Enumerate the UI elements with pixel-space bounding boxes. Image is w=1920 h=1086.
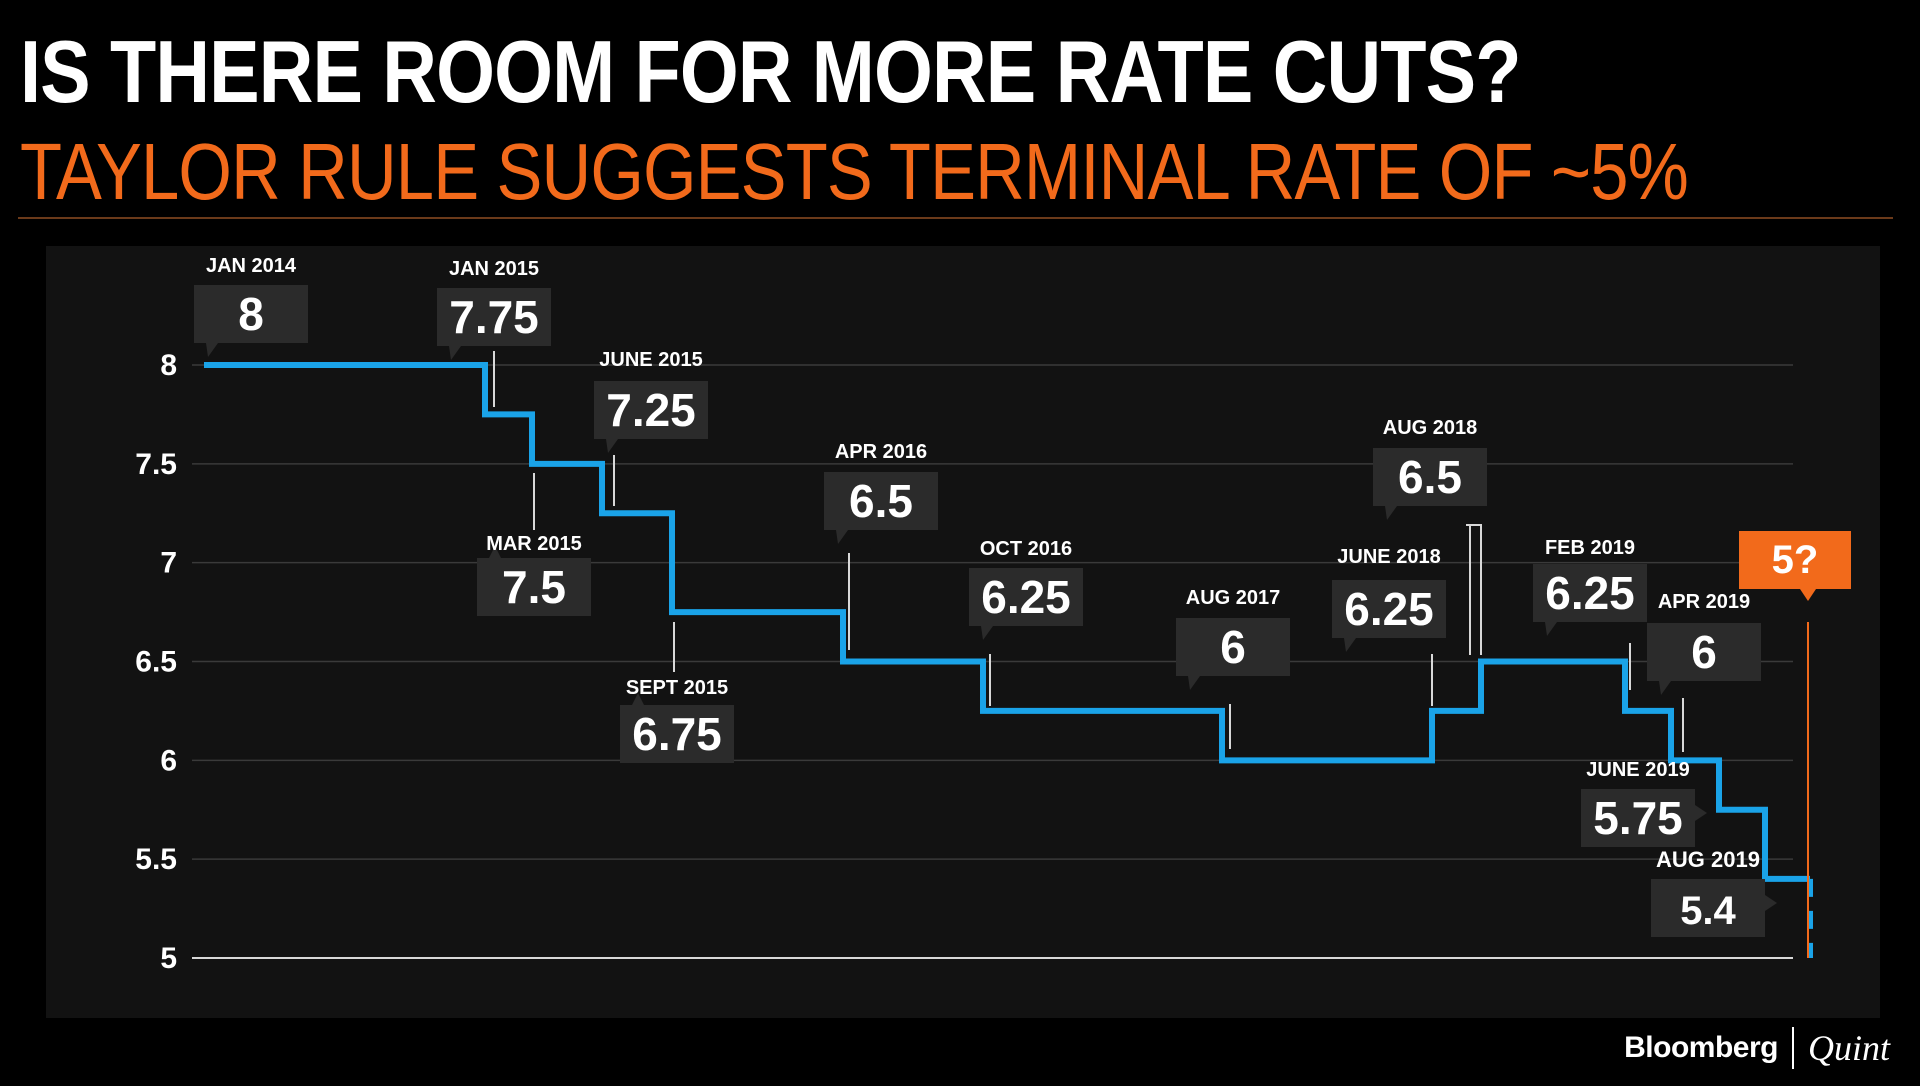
value-label: 6.5 — [849, 475, 913, 527]
date-label: AUG 2017 — [1186, 587, 1281, 609]
brand-quint: Quint — [1807, 1028, 1890, 1068]
value-label: 6.75 — [632, 708, 722, 760]
value-label: 5.4 — [1680, 889, 1736, 933]
value-label-box — [594, 381, 708, 439]
chart-panel — [46, 246, 1880, 1018]
value-label-box — [1332, 580, 1446, 638]
y-tick-label: 7 — [160, 547, 177, 580]
label-pointer — [1385, 506, 1397, 520]
label-pointer — [449, 346, 461, 360]
value-label: 6 — [1220, 621, 1246, 673]
label-pointer — [1659, 681, 1671, 695]
label-pointer — [206, 343, 218, 357]
label-pointer — [981, 626, 993, 640]
projection-label-box — [1739, 531, 1851, 589]
value-label: 7.25 — [606, 384, 696, 436]
y-tick-label: 6.5 — [135, 646, 177, 679]
y-tick-label: 5.5 — [135, 843, 177, 876]
value-label-box — [477, 558, 591, 616]
value-label-box — [1647, 623, 1761, 681]
date-label: JAN 2015 — [449, 258, 539, 280]
date-label: FEB 2019 — [1545, 537, 1635, 559]
projection-label-pointer — [1800, 589, 1816, 601]
date-label: APR 2016 — [835, 441, 927, 463]
page-title: IS THERE ROOM FOR MORE RATE CUTS? — [20, 22, 1521, 121]
value-label: 6.25 — [1344, 583, 1434, 635]
date-label: JUNE 2019 — [1586, 759, 1689, 781]
label-pointer — [1765, 895, 1777, 911]
date-label: AUG 2018 — [1383, 417, 1478, 439]
label-pointer — [1188, 676, 1200, 690]
value-label: 6.25 — [1545, 567, 1635, 619]
value-label-box — [1176, 618, 1290, 676]
label-pointer — [489, 546, 501, 558]
value-label: 6 — [1691, 626, 1717, 678]
brand-bloomberg: Bloomberg — [1624, 1031, 1778, 1064]
value-label: 6.5 — [1398, 451, 1462, 503]
date-label: JUNE 2018 — [1337, 546, 1440, 568]
date-label: SEPT 2015 — [626, 677, 728, 699]
value-label-box — [1373, 448, 1487, 506]
value-label: 7.5 — [502, 561, 566, 613]
value-label: 5.75 — [1593, 792, 1683, 844]
label-connector — [1466, 524, 1482, 655]
value-label-box — [1651, 879, 1765, 937]
value-label-box — [1581, 789, 1695, 847]
rate-step-line — [204, 362, 1810, 882]
label-pointer — [632, 693, 644, 705]
y-tick-label: 7.5 — [135, 448, 177, 481]
date-label: JUNE 2015 — [599, 349, 702, 371]
y-tick-label: 6 — [160, 744, 177, 777]
value-label-box — [969, 568, 1083, 626]
value-label-box — [620, 705, 734, 763]
date-label: APR 2019 — [1658, 591, 1750, 613]
date-label: JAN 2014 — [206, 255, 297, 277]
value-label-box — [1533, 564, 1647, 622]
value-label-box — [824, 472, 938, 530]
label-pointer — [836, 530, 848, 544]
brand-separator — [1791, 1027, 1794, 1069]
value-label-box — [437, 288, 551, 346]
page-subtitle: TAYLOR RULE SUGGESTS TERMINAL RATE OF ~5… — [20, 127, 1689, 216]
label-pointer — [1344, 638, 1356, 652]
value-label: 6.25 — [981, 571, 1071, 623]
label-pointer — [1695, 805, 1707, 821]
value-label: 8 — [238, 288, 264, 340]
projection-label: 5? — [1772, 538, 1819, 582]
y-tick-label: 8 — [160, 349, 177, 382]
date-label: MAR 2015 — [486, 533, 582, 555]
label-pointer — [606, 439, 618, 453]
brand-logo: Bloomberg Quint — [1624, 1026, 1890, 1070]
value-label-box — [194, 285, 308, 343]
label-pointer — [1545, 622, 1557, 636]
y-tick-label: 5 — [160, 942, 177, 975]
title-divider — [18, 217, 1893, 219]
date-label: OCT 2016 — [980, 538, 1072, 560]
date-label: AUG 2019 — [1656, 847, 1760, 872]
value-label: 7.75 — [449, 291, 539, 343]
